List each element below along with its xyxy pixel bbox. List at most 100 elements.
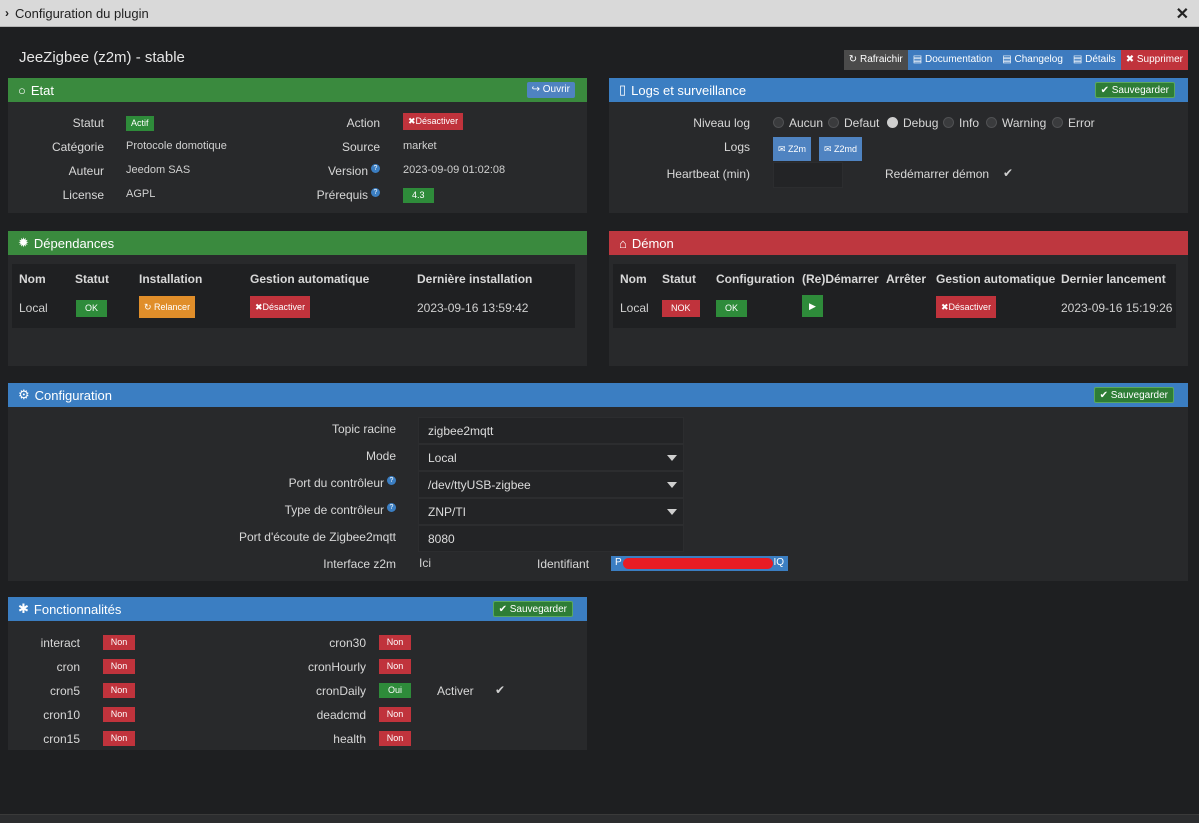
- config-title: Configuration: [34, 387, 112, 403]
- identifier-field[interactable]: P IQ: [611, 556, 788, 571]
- check-circle-icon: ✔: [1100, 85, 1112, 96]
- open-button[interactable]: ↪ Ouvrir: [526, 82, 575, 98]
- source-value: market: [403, 140, 437, 152]
- close-icon: ✖: [408, 116, 416, 126]
- fonc-status-badge: Non: [379, 659, 411, 674]
- topic-input[interactable]: zigbee2mqtt: [418, 417, 684, 444]
- fonc-name: cronDaily: [315, 684, 366, 698]
- bank-icon: ⌂: [619, 235, 627, 251]
- book-icon: ▤: [1002, 54, 1015, 65]
- help-icon[interactable]: ?: [387, 476, 396, 485]
- iface-label: Interface z2m: [323, 557, 396, 571]
- cogs-icon: ⚙: [18, 387, 30, 402]
- activate-checkbox[interactable]: ✔: [495, 683, 506, 697]
- refresh-button[interactable]: ↻ Rafraichir: [843, 50, 908, 70]
- check-circle-icon: ✔: [1099, 390, 1111, 401]
- log-level-radio[interactable]: [1052, 117, 1063, 128]
- demon-status-badge: NOK: [662, 300, 700, 317]
- log-z2m-button[interactable]: ✉ Z2m: [773, 137, 812, 161]
- topic-label: Topic racine: [331, 422, 396, 436]
- log-level-radio[interactable]: [773, 117, 784, 128]
- close-icon: ✖: [941, 302, 949, 312]
- log-level-radio[interactable]: [943, 117, 954, 128]
- fonc-header: ✱ Fonctionnalités ✔ Sauvegarder: [8, 597, 587, 621]
- logs-save-button[interactable]: ✔ Sauvegarder: [1094, 82, 1175, 98]
- categorie-label: Catégorie: [51, 140, 104, 154]
- log-level-radio[interactable]: [828, 117, 839, 128]
- demon-col-nom: Nom: [620, 272, 647, 286]
- plugin-title: JeeZigbee (z2m) - stable: [19, 49, 185, 66]
- trash-icon: ✖: [1125, 54, 1137, 65]
- window-titlebar: › Configuration du plugin ✕: [0, 0, 1199, 27]
- help-icon[interactable]: ?: [371, 188, 380, 197]
- auteur-label: Auteur: [68, 164, 104, 178]
- demon-disable-button[interactable]: ✖Désactiver: [936, 296, 997, 318]
- iface-link[interactable]: Ici: [419, 556, 431, 570]
- log-level-label: Warning: [1002, 116, 1047, 130]
- demon-col-stop: Arrêter: [886, 272, 927, 286]
- deps-col-last: Dernière installation: [417, 272, 533, 286]
- deps-disable-button[interactable]: ✖Désactiver: [250, 296, 311, 318]
- demon-start-button[interactable]: ▶: [802, 295, 823, 317]
- deps-title: Dépendances: [33, 235, 115, 251]
- delete-button[interactable]: ✖ Supprimer: [1120, 50, 1188, 70]
- refresh-icon: ↻: [848, 54, 860, 65]
- paperclip-icon: ✉: [824, 144, 835, 154]
- fonc-status-badge: Non: [103, 659, 135, 674]
- fonc-save-button[interactable]: ✔ Sauvegarder: [492, 601, 573, 617]
- fonc-status-badge: Non: [103, 635, 135, 650]
- chevron-down-icon: [667, 455, 677, 461]
- deps-col-statut: Statut: [75, 272, 109, 286]
- log-level-label: Error: [1068, 116, 1095, 130]
- changelog-button[interactable]: ▤ Changelog: [997, 50, 1068, 70]
- disable-plugin-button[interactable]: ✖Désactiver: [403, 113, 464, 130]
- logs-panel: ▯ Logs et surveillance ✔ Sauvegarder Niv…: [609, 78, 1188, 213]
- help-icon[interactable]: ?: [371, 164, 380, 173]
- heartbeat-input[interactable]: [773, 162, 843, 188]
- chevron-down-icon: [667, 482, 677, 488]
- fonc-panel: ✱ Fonctionnalités ✔ Sauvegarder Activer …: [8, 597, 587, 750]
- close-icon[interactable]: ✕: [1175, 6, 1189, 23]
- fonc-name: cron5: [49, 684, 80, 698]
- fonc-name: interact: [40, 636, 80, 650]
- book-icon: ▤: [912, 54, 925, 65]
- config-header: ⚙ Configuration ✔ Sauvegarder: [8, 383, 1188, 407]
- source-label: Source: [341, 140, 380, 154]
- log-z2md-button[interactable]: ✉ Z2md: [819, 137, 863, 161]
- share-icon: ↪: [531, 84, 543, 95]
- listen-port-input[interactable]: 8080: [418, 525, 684, 552]
- auteur-value: Jeedom SAS: [126, 164, 191, 176]
- deps-col-auto: Gestion automatique: [250, 272, 370, 286]
- type-select[interactable]: ZNP/TI: [418, 498, 684, 525]
- mode-select[interactable]: Local: [418, 444, 684, 471]
- fonc-name: deadcmd: [316, 708, 366, 722]
- documentation-button[interactable]: ▤ Documentation: [907, 50, 998, 70]
- log-level-radio[interactable]: [887, 117, 898, 128]
- toolbar: ↻ Rafraichir ▤ Documentation ▤ Changelog…: [843, 50, 1188, 70]
- deps-row-nom: Local: [19, 301, 48, 315]
- port-select[interactable]: /dev/ttyUSB-zigbee: [418, 471, 684, 498]
- config-save-button[interactable]: ✔ Sauvegarder: [1093, 387, 1174, 403]
- details-button[interactable]: ▤ Détails: [1067, 50, 1121, 70]
- fonc-name: cronHourly: [307, 660, 366, 674]
- version-value: 2023-09-09 01:02:08: [403, 164, 506, 176]
- etat-header: ○ Etat ↪ Ouvrir: [8, 78, 587, 102]
- deps-col-installation: Installation: [139, 272, 203, 286]
- listen-port-label: Port d'écoute de Zigbee2mqtt: [238, 530, 396, 544]
- demon-col-config: Configuration: [716, 272, 795, 286]
- fonc-status-badge: Non: [103, 731, 135, 746]
- deps-relaunch-button[interactable]: ↻ Relancer: [139, 296, 196, 318]
- demon-col-statut: Statut: [662, 272, 696, 286]
- restart-daemon-checkbox[interactable]: ✔: [1003, 166, 1014, 180]
- type-label: Type de contrôleur?: [208, 503, 396, 517]
- cog-icon: ✹: [18, 235, 29, 250]
- help-icon[interactable]: ?: [387, 503, 396, 512]
- config-panel: ⚙ Configuration ✔ Sauvegarder Topic raci…: [8, 383, 1188, 581]
- etat-panel: ○ Etat ↪ Ouvrir Statut Actif Action ✖Dés…: [8, 78, 587, 213]
- log-level-radio[interactable]: [986, 117, 997, 128]
- demon-title: Démon: [631, 235, 674, 251]
- deps-last-install: 2023-09-16 13:59:42: [417, 301, 529, 315]
- bottom-scrollbar[interactable]: [0, 814, 1199, 823]
- fonc-name: cron: [56, 660, 80, 674]
- redaction-mark: [623, 558, 773, 569]
